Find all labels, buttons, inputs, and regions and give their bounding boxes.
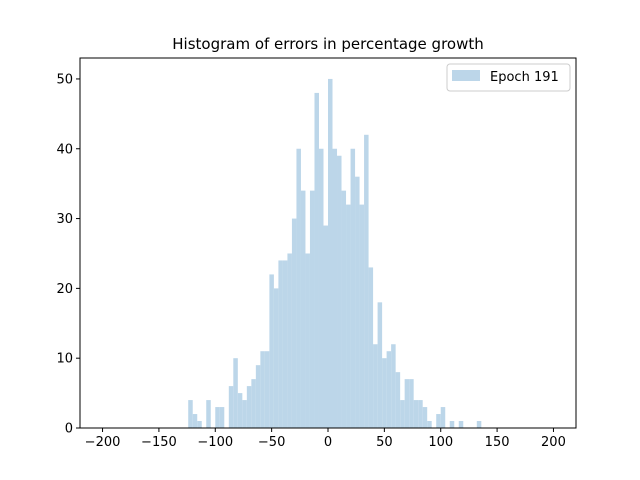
legend-label: Epoch 191 bbox=[490, 70, 559, 85]
histogram-bar bbox=[337, 155, 342, 429]
histogram-bar bbox=[359, 204, 365, 428]
x-tick-label: 0 bbox=[324, 435, 332, 450]
histogram-bar bbox=[332, 148, 338, 428]
histogram-bar bbox=[409, 379, 414, 428]
x-tick-label: 150 bbox=[485, 435, 510, 450]
histogram-bar bbox=[418, 400, 423, 428]
histogram-bar bbox=[458, 421, 464, 428]
histogram-bar bbox=[237, 393, 243, 428]
histogram-bar bbox=[368, 267, 374, 428]
histogram-bars bbox=[188, 78, 482, 429]
histogram-bar bbox=[404, 379, 410, 428]
histogram-bar bbox=[309, 190, 315, 428]
legend: Epoch 191 bbox=[446, 63, 571, 92]
histogram-bar bbox=[278, 260, 283, 428]
histogram-bar bbox=[287, 253, 292, 428]
histogram-bar bbox=[382, 358, 387, 428]
histogram-bar bbox=[282, 260, 288, 428]
histogram-bar bbox=[400, 400, 405, 428]
histogram-bar bbox=[377, 302, 383, 428]
x-tick-label: 50 bbox=[376, 435, 393, 450]
histogram-bar bbox=[427, 421, 432, 428]
x-tick-label: −150 bbox=[141, 435, 177, 450]
histogram-bar bbox=[305, 253, 310, 428]
histogram-bar bbox=[422, 407, 428, 428]
y-tick-label: 0 bbox=[65, 422, 73, 437]
chart-title: Histogram of errors in percentage growth bbox=[172, 35, 484, 53]
histogram-bar bbox=[395, 372, 401, 428]
y-axis: 0 10 20 30 40 50 bbox=[56, 72, 80, 437]
histogram-bar bbox=[436, 414, 441, 428]
histogram-bar bbox=[386, 351, 392, 428]
x-tick-label: 100 bbox=[428, 435, 453, 450]
x-axis: −200 −150 −100 −50 0 50 100 150 200 bbox=[85, 428, 566, 450]
histogram-bar bbox=[314, 92, 319, 428]
y-tick-label: 50 bbox=[56, 72, 73, 87]
y-tick-label: 40 bbox=[56, 142, 73, 157]
histogram-bar bbox=[269, 274, 274, 428]
histogram-bar bbox=[197, 421, 202, 428]
y-tick-label: 10 bbox=[56, 352, 73, 367]
x-tick-label: −200 bbox=[85, 435, 121, 450]
histogram-bar bbox=[341, 190, 347, 428]
histogram-bar bbox=[255, 365, 261, 428]
histogram-bar bbox=[246, 386, 252, 428]
histogram-bar bbox=[413, 400, 419, 428]
histogram-bar bbox=[242, 400, 247, 428]
histogram-bar bbox=[228, 386, 234, 428]
x-tick-label: −50 bbox=[258, 435, 285, 450]
histogram-bar bbox=[323, 225, 328, 428]
histogram-bar bbox=[206, 400, 211, 428]
histogram-bar bbox=[291, 218, 297, 428]
histogram-bar bbox=[373, 344, 378, 428]
histogram-bar bbox=[449, 421, 455, 428]
histogram-bar bbox=[192, 414, 198, 428]
histogram-bar bbox=[260, 351, 265, 428]
x-tick-label: −100 bbox=[197, 435, 233, 450]
histogram-bar bbox=[219, 407, 225, 428]
x-tick-label: 200 bbox=[541, 435, 566, 450]
histogram-bar bbox=[264, 351, 270, 428]
y-tick-label: 30 bbox=[56, 212, 73, 227]
histogram-bar bbox=[391, 344, 396, 428]
histogram-bar bbox=[296, 148, 301, 428]
histogram-bar bbox=[346, 204, 351, 428]
histogram-bar bbox=[300, 190, 306, 428]
histogram-bar bbox=[350, 148, 356, 428]
histogram-bar bbox=[251, 379, 256, 428]
histogram-bar bbox=[318, 148, 324, 428]
histogram-bar bbox=[215, 407, 220, 428]
y-tick-label: 20 bbox=[56, 282, 73, 297]
histogram-bar bbox=[328, 78, 333, 428]
histogram-bar bbox=[233, 358, 238, 428]
histogram-bar bbox=[188, 400, 193, 428]
histogram-bar bbox=[440, 407, 446, 428]
histogram-bar bbox=[273, 288, 279, 428]
histogram-bar bbox=[364, 134, 369, 429]
histogram-bar bbox=[476, 421, 482, 428]
histogram-bar bbox=[355, 176, 360, 428]
legend-swatch bbox=[452, 70, 480, 81]
